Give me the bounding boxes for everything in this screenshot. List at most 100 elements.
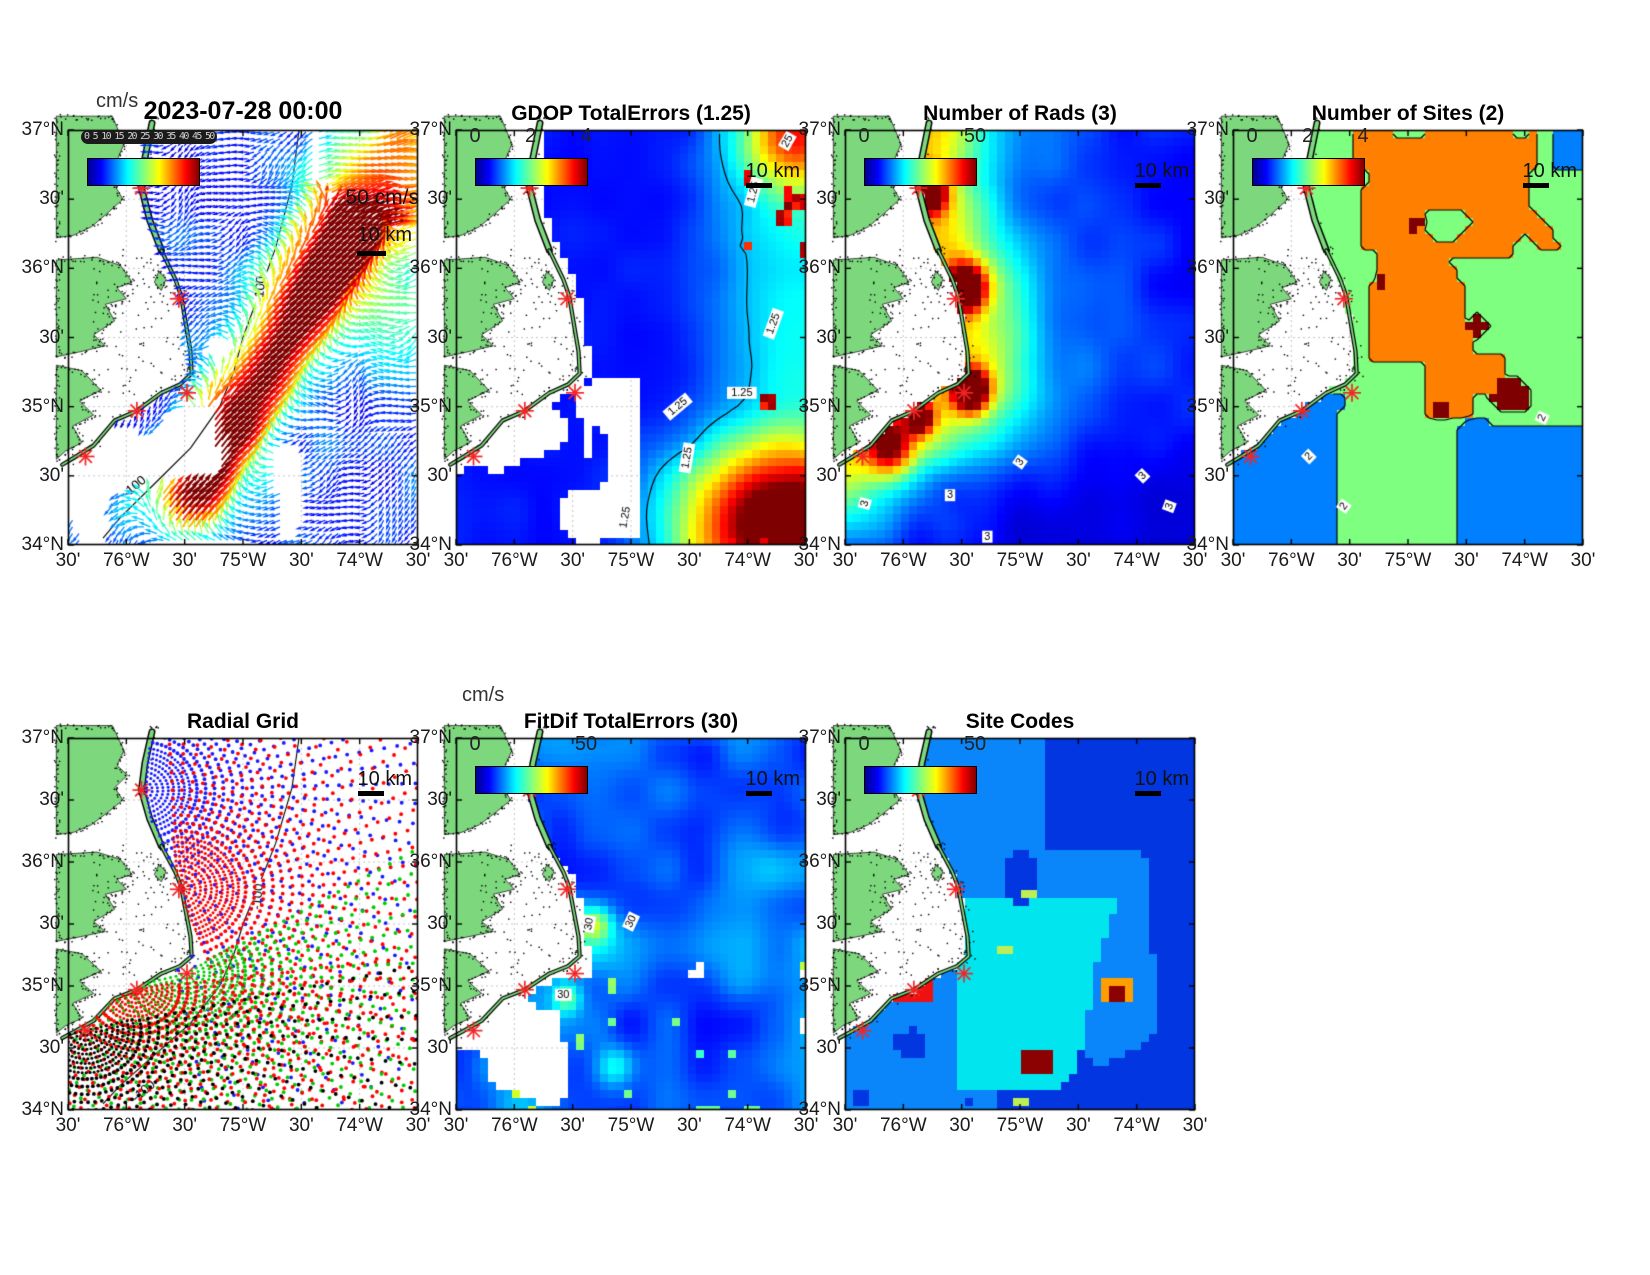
y-tick-label: 30' — [816, 188, 841, 210]
panel-currents-km-scale-label: 10 km — [357, 224, 412, 246]
panel-currents-speed-scale-label: 50 cm/s — [345, 186, 419, 209]
panel-sitecodes-colorbar — [864, 766, 977, 794]
y-tick-label: 37°N — [798, 727, 841, 748]
y-tick-label: 35°N — [409, 395, 452, 417]
panel-nsites-colorbar-tick: 2 — [1301, 125, 1314, 147]
x-tick-label: 74°W — [1501, 550, 1548, 571]
panel-currents-colorbar-ticks-smudge: 0 5 10 15 20 25 30 35 40 45 50 — [81, 130, 217, 144]
x-tick-label: 76°W — [879, 550, 927, 571]
panel-fitdif-colorbar — [475, 766, 588, 794]
panel-gdop-title: GDOP TotalErrors (1.25) — [511, 102, 751, 125]
panel-sitecodes-title: Site Codes — [965, 710, 1075, 733]
y-tick-label: 34°N — [1186, 534, 1229, 555]
y-tick-label: 34°N — [409, 1099, 452, 1120]
y-tick-label: 36°N — [21, 257, 64, 279]
panel-nrads-km-scale-bar — [1135, 183, 1161, 188]
x-tick-label: 74°W — [336, 550, 383, 571]
panel-nsites-colorbar-tick: 4 — [1357, 125, 1369, 147]
x-tick-label: 74°W — [1113, 1115, 1160, 1136]
panel-radialgrid-km-scale-bar — [358, 791, 384, 796]
y-tick-label: 36°N — [409, 851, 452, 872]
panel-currents-km-scale-bar — [357, 251, 386, 256]
x-tick-label: 75°W — [607, 550, 655, 571]
x-tick-label: 30' — [172, 1115, 198, 1136]
x-tick-label: 76°W — [490, 550, 538, 571]
x-tick-label: 75°W — [607, 1115, 655, 1136]
x-tick-label: 75°W — [219, 550, 267, 571]
x-tick-label: 74°W — [724, 550, 771, 571]
y-tick-label: 30' — [427, 913, 452, 934]
x-tick-label: 76°W — [879, 1115, 927, 1136]
panel-gdop-km-scale-label: 10 km — [745, 160, 800, 182]
x-tick-label: 74°W — [724, 1115, 771, 1136]
panel-nsites-colorbar — [1252, 158, 1365, 186]
panel-fitdif-title: FitDif TotalErrors (30) — [523, 710, 739, 733]
panel-sitecodes-km-scale-label: 10 km — [1134, 768, 1189, 790]
x-tick-label: 30' — [288, 1115, 314, 1136]
y-tick-label: 36°N — [21, 851, 64, 872]
x-tick-label: 30' — [560, 550, 586, 571]
x-tick-label: 30' — [172, 550, 198, 571]
y-tick-label: 37°N — [409, 119, 452, 140]
y-tick-label: 37°N — [21, 727, 64, 748]
x-tick-label: 30' — [676, 1115, 702, 1136]
panel-radialgrid-title: Radial Grid — [186, 710, 300, 733]
y-tick-label: 36°N — [798, 257, 841, 279]
y-tick-label: 34°N — [798, 1099, 841, 1120]
y-tick-label: 34°N — [21, 1099, 64, 1120]
x-tick-label: 30' — [1182, 550, 1208, 571]
x-tick-label: 30' — [676, 550, 702, 571]
y-tick-label: 30' — [816, 1037, 841, 1058]
x-tick-label: 30' — [1065, 550, 1091, 571]
panel-gdop-colorbar-tick: 2 — [524, 125, 537, 147]
x-tick-label: 30' — [560, 1115, 586, 1136]
x-tick-label: 30' — [405, 1115, 431, 1136]
x-tick-label: 30' — [1220, 550, 1246, 571]
y-tick-label: 30' — [39, 1037, 64, 1058]
x-tick-label: 30' — [793, 550, 819, 571]
panel-nsites-title: Number of Sites (2) — [1311, 102, 1505, 125]
panel-nrads-title: Number of Rads (3) — [923, 102, 1117, 125]
panel-currents-units-label: cm/s — [96, 90, 139, 112]
y-tick-label: 35°N — [409, 975, 452, 996]
y-tick-label: 30' — [1204, 464, 1229, 486]
y-tick-label: 35°N — [21, 975, 64, 996]
x-tick-label: 30' — [1182, 1115, 1208, 1136]
y-tick-label: 30' — [39, 188, 64, 210]
y-tick-label: 34°N — [798, 534, 841, 555]
x-tick-label: 30' — [949, 1115, 975, 1136]
y-tick-label: 30' — [427, 1037, 452, 1058]
y-tick-label: 30' — [427, 326, 452, 348]
y-tick-label: 34°N — [409, 534, 452, 555]
panel-fitdif-colorbar-tick: 50 — [574, 733, 598, 755]
panel-nsites-km-scale-bar — [1523, 183, 1549, 188]
y-tick-label: 37°N — [21, 119, 64, 140]
panel-gdop-colorbar-tick: 4 — [580, 125, 592, 147]
y-tick-label: 36°N — [409, 257, 452, 279]
panel-nsites-colorbar-tick: 0 — [1246, 125, 1258, 147]
x-tick-label: 76°W — [1267, 550, 1315, 571]
y-tick-label: 30' — [1204, 326, 1229, 348]
y-tick-label: 30' — [427, 464, 452, 486]
y-tick-label: 30' — [39, 789, 64, 810]
panel-nrads-km-scale-label: 10 km — [1134, 160, 1189, 182]
x-tick-label: 30' — [832, 1115, 858, 1136]
panel-radialgrid-km-scale-label: 10 km — [357, 768, 412, 790]
x-tick-label: 75°W — [996, 1115, 1044, 1136]
panel-currents-colorbar — [87, 158, 200, 186]
y-tick-label: 34°N — [21, 534, 64, 555]
panel-fitdif-units-label: cm/s — [462, 684, 505, 706]
panel-gdop-colorbar — [475, 158, 588, 186]
x-tick-label: 30' — [443, 550, 469, 571]
x-tick-label: 76°W — [102, 550, 150, 571]
x-tick-label: 30' — [793, 1115, 819, 1136]
x-tick-label: 75°W — [1384, 550, 1432, 571]
x-tick-label: 30' — [405, 550, 431, 571]
y-tick-label: 36°N — [798, 851, 841, 872]
x-tick-label: 30' — [55, 1115, 81, 1136]
x-tick-label: 30' — [832, 550, 858, 571]
panel-fitdif-km-scale-label: 10 km — [745, 768, 800, 790]
x-tick-label: 30' — [1065, 1115, 1091, 1136]
x-tick-label: 74°W — [336, 1115, 383, 1136]
